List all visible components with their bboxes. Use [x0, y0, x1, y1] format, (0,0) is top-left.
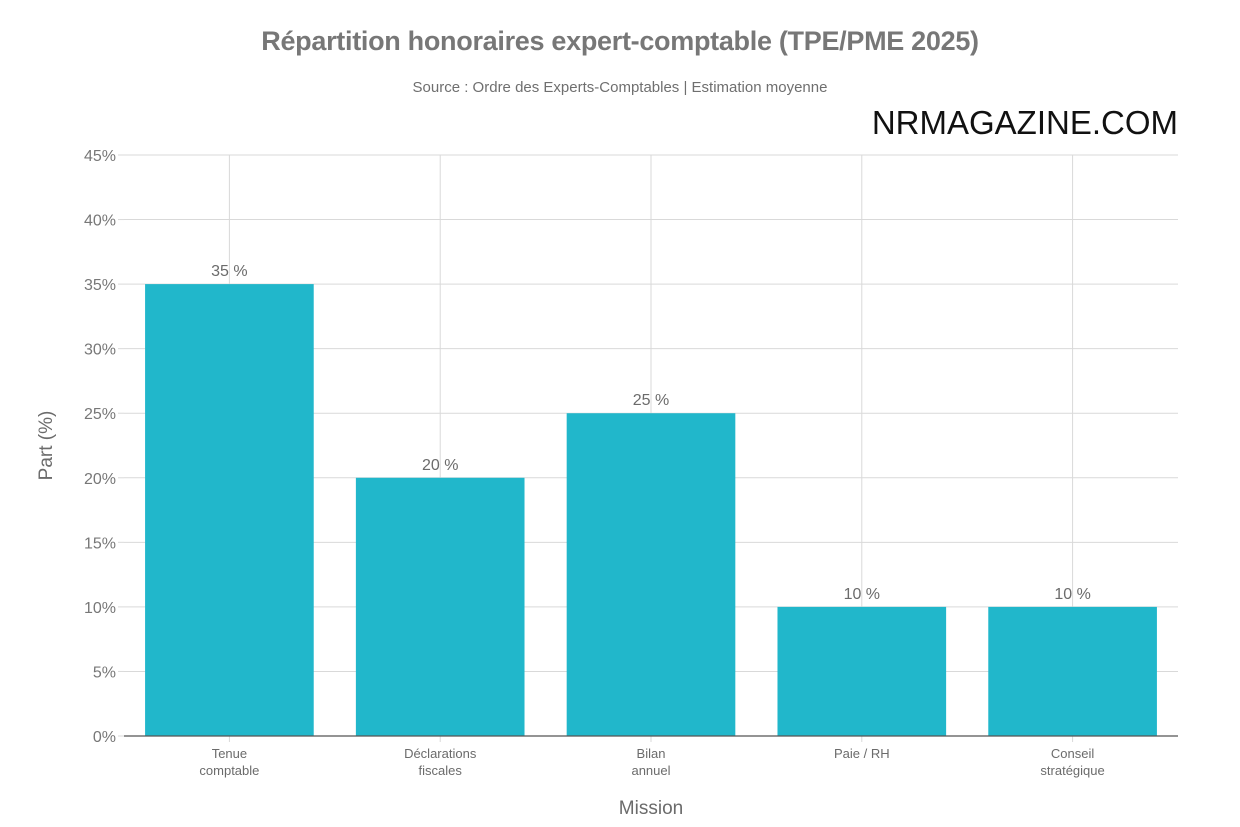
x-tick-label: fiscales	[419, 763, 463, 778]
chart-subtitle: Source : Ordre des Experts-Comptables | …	[412, 79, 828, 96]
bar	[145, 284, 314, 736]
data-label: 25 %	[633, 392, 669, 409]
y-tick-label: 45%	[84, 148, 116, 165]
bar	[355, 477, 525, 736]
x-tick-label: Tenue	[212, 746, 247, 761]
x-tick-label: Conseil	[1051, 746, 1094, 761]
data-label: 10 %	[844, 586, 880, 603]
x-tick-label: Paie / RH	[834, 746, 890, 761]
y-tick-label: 10%	[84, 600, 116, 617]
data-label: 35 %	[211, 263, 247, 280]
data-labels: 35 % 20 % 25 % 10 % 10 %	[211, 263, 1091, 603]
y-tick-label: 20%	[84, 471, 116, 488]
y-tick-label: 25%	[84, 406, 116, 423]
y-tick-label: 35%	[84, 277, 116, 294]
y-tick-label: 40%	[84, 213, 116, 230]
x-tick-label: stratégique	[1040, 763, 1104, 778]
y-tick-label: 30%	[84, 342, 116, 359]
x-axis-title: Mission	[619, 798, 683, 819]
bar	[988, 606, 1157, 736]
data-label: 20 %	[422, 457, 458, 474]
x-tick-label: annuel	[631, 763, 670, 778]
watermark-logo: NRMAGAZINE.COM	[871, 104, 1178, 141]
bar	[777, 606, 947, 736]
x-tick-label: comptable	[199, 763, 259, 778]
y-tick-label: 5%	[93, 664, 116, 681]
chart-title: Répartition honoraires expert-comptable …	[261, 26, 979, 56]
bar	[566, 413, 736, 736]
y-axis-title: Part (%)	[36, 411, 57, 481]
x-tick-label: Déclarations	[404, 746, 477, 761]
bars	[145, 284, 1157, 736]
y-tick-label: 15%	[84, 535, 116, 552]
y-axis-ticks: 0% 5% 10% 15% 20% 25% 30% 35% 40% 45%	[84, 148, 124, 746]
x-tick-label: Bilan	[637, 746, 666, 761]
data-label: 10 %	[1054, 586, 1090, 603]
x-axis-ticks: Tenue comptable Déclarations fiscales Bilan a…	[199, 736, 1105, 778]
y-tick-label: 0%	[93, 729, 116, 746]
